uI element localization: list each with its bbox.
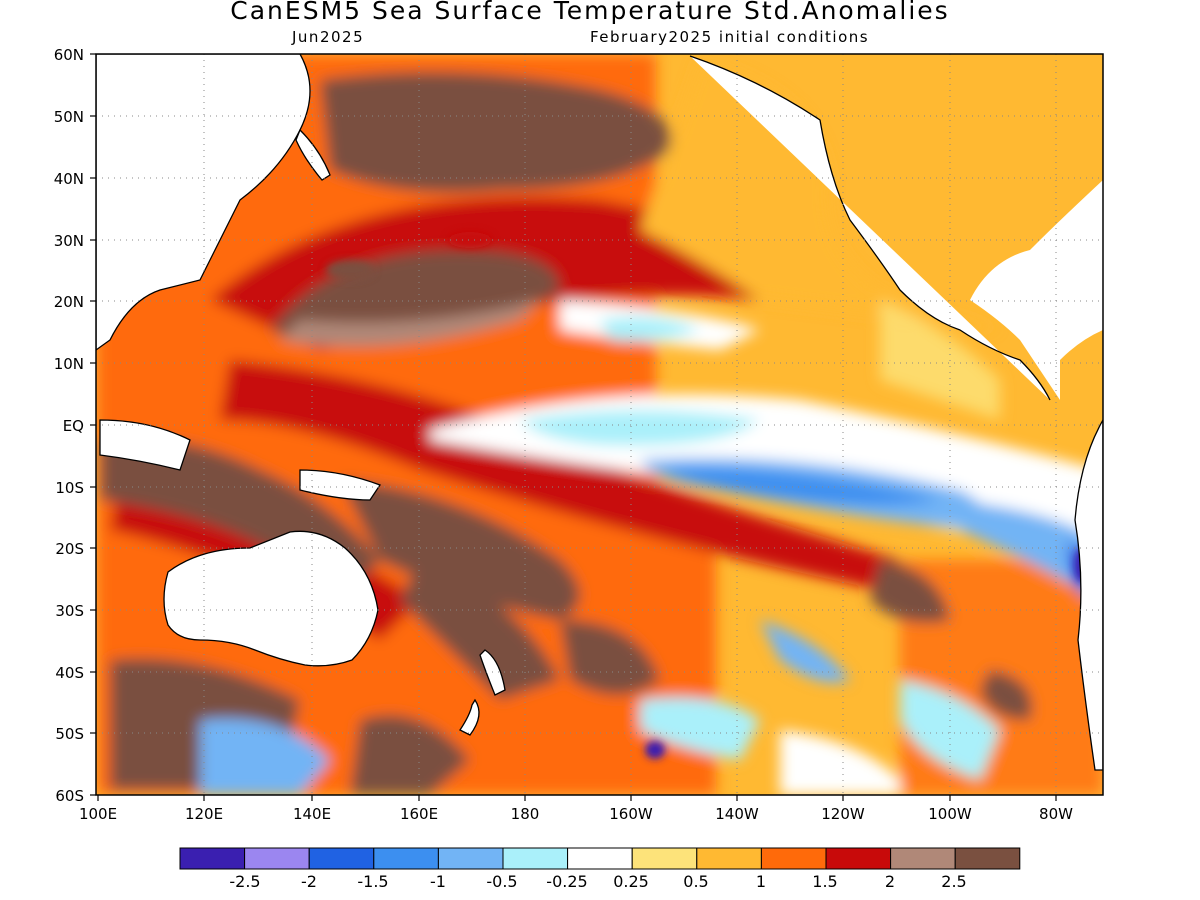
lon-label: 140E — [293, 805, 331, 823]
lat-label: 50S — [55, 725, 84, 743]
colorbar-label: -2 — [301, 872, 317, 891]
lat-label: 40N — [54, 170, 84, 188]
lon-label: 80W — [1039, 805, 1073, 823]
colorbar — [179, 847, 1021, 870]
forecast-month: Jun2025 — [292, 28, 365, 46]
colorbar-swatch — [890, 847, 956, 870]
colorbar-swatch — [308, 847, 375, 870]
colorbar-label: -0.25 — [546, 872, 588, 891]
colorbar-swatch — [373, 847, 439, 870]
colorbar-swatch — [954, 847, 1021, 870]
latitude-labels: 60N 50N 40N 30N 20N 10N EQ 10S 20S 30S 4… — [54, 46, 84, 805]
colorbar-swatch — [567, 847, 633, 870]
colorbar-label: -2.5 — [229, 872, 261, 891]
lon-label: 100E — [79, 805, 117, 823]
colorbar-label: 1 — [755, 872, 767, 891]
lat-label: 30N — [54, 232, 84, 250]
colorbar-swatch — [179, 847, 246, 870]
lat-label: 60N — [54, 46, 84, 64]
colorbar-swatch — [696, 847, 762, 870]
colorbar-label: 1.5 — [812, 872, 838, 891]
colorbar-swatch — [825, 847, 892, 870]
lat-label: 10S — [55, 479, 84, 497]
colorbar-swatch — [760, 847, 827, 870]
lon-label: 160W — [609, 805, 653, 823]
lat-label: 20S — [55, 540, 84, 558]
colorbar-swatch — [244, 847, 310, 870]
colorbar-swatch — [502, 847, 569, 870]
lat-label: 60S — [55, 787, 84, 805]
coastlines — [96, 54, 1103, 771]
colorbar-label: 0.5 — [683, 872, 709, 891]
colorbar-label: -1 — [430, 872, 446, 891]
lat-label: 40S — [55, 664, 84, 682]
lon-label: 160E — [400, 805, 438, 823]
lon-label: 180 — [511, 805, 540, 823]
colorbar-label: -1.5 — [357, 872, 389, 891]
lat-label: EQ — [63, 417, 84, 435]
colorbar-label: 2.5 — [941, 872, 967, 891]
lon-label: 120W — [821, 805, 865, 823]
lat-label: 10N — [54, 355, 84, 373]
colorbar-label: 0.25 — [613, 872, 649, 891]
lat-label: 20N — [54, 293, 84, 311]
lat-label: 50N — [54, 108, 84, 126]
colorbar-swatch — [437, 847, 504, 870]
colorbar-swatch — [631, 847, 698, 870]
initial-conditions: February2025 initial conditions — [590, 28, 870, 46]
longitude-labels: 100E 120E 140E 160E 180 160W 140W 120W 1… — [79, 805, 1073, 823]
colorbar-label: 2 — [884, 872, 896, 891]
colorbar-label: -0.5 — [486, 872, 518, 891]
lat-label: 30S — [55, 602, 84, 620]
lon-label: 140W — [715, 805, 759, 823]
lon-label: 120E — [185, 805, 223, 823]
axis-ticks — [90, 53, 1057, 801]
map-title: CanESM5 Sea Surface Temperature Std.Anom… — [230, 0, 950, 25]
anomaly-field — [96, 54, 1103, 795]
lon-label: 100W — [928, 805, 972, 823]
